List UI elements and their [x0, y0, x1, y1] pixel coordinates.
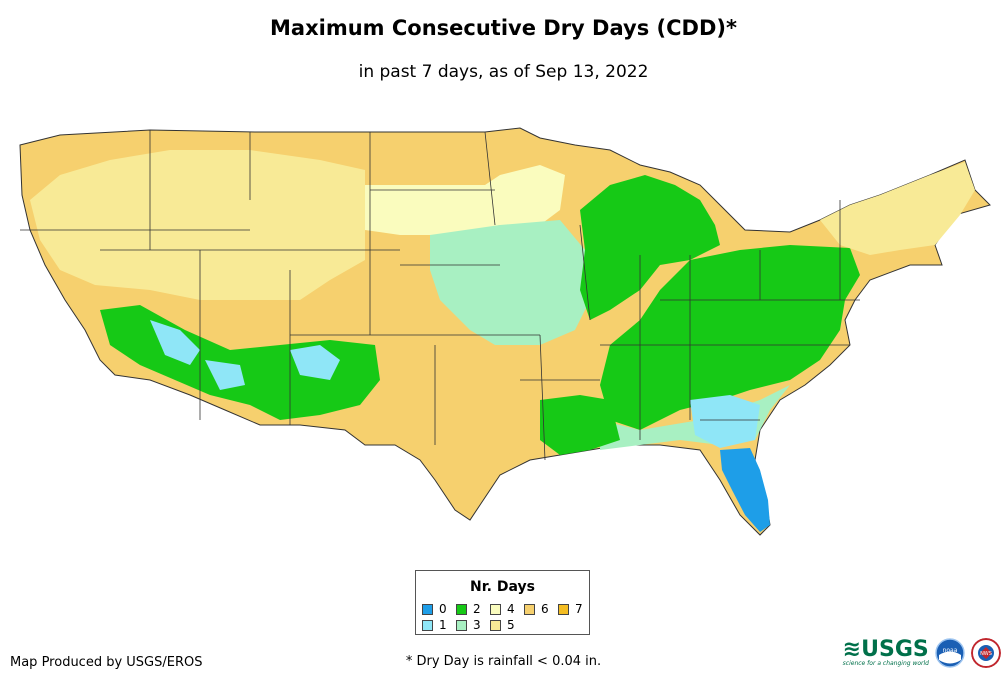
region-texas-6day — [390, 345, 545, 500]
svg-text:noaa: noaa — [943, 647, 958, 654]
legend-swatch-7 — [558, 603, 569, 615]
legend-label-3: 3 — [473, 618, 481, 632]
usgs-logo: ≋USGS science for a changing world — [842, 637, 929, 667]
svg-text:NWS: NWS — [980, 651, 992, 657]
map-title: Maximum Consecutive Dry Days (CDD)* — [270, 16, 737, 40]
legend-item-2: 2 — [456, 602, 481, 616]
region-east-green — [600, 245, 860, 430]
legend-label-7: 7 — [575, 602, 583, 616]
footnote-text: * Dry Day is rainfall < 0.04 in. — [405, 654, 602, 669]
nws-logo: NWS — [971, 638, 1001, 668]
legend: Nr. Days 0 1 2 3 4 5 6 7 — [415, 570, 590, 635]
legend-label-0: 0 — [439, 602, 447, 616]
legend-label-6: 6 — [541, 602, 549, 616]
credit-text: Map Produced by USGS/EROS — [10, 655, 203, 670]
legend-item-6: 6 — [524, 602, 549, 616]
legend-label-5: 5 — [507, 618, 515, 632]
legend-item-5: 5 — [490, 618, 515, 632]
region-north-plains-pale — [365, 165, 565, 235]
agency-logos: ≋USGS science for a changing world noaa … — [843, 638, 1001, 668]
region-florida-0day — [720, 448, 770, 532]
legend-swatch-4 — [490, 603, 501, 615]
region-central-plains-3 — [430, 220, 590, 345]
legend-swatch-2 — [456, 603, 467, 615]
legend-swatch-1 — [422, 619, 433, 631]
legend-title: Nr. Days — [470, 579, 535, 595]
legend-swatch-6 — [524, 603, 535, 615]
region-west-yellow — [30, 150, 365, 300]
legend-swatch-3 — [456, 619, 467, 631]
legend-label-4: 4 — [507, 602, 515, 616]
region-gulf-coast-green — [540, 395, 620, 455]
legend-item-3: 3 — [456, 618, 481, 632]
legend-label-1: 1 — [439, 618, 447, 632]
legend-item-1: 1 — [422, 618, 447, 632]
region-southwest-1day — [150, 320, 340, 390]
region-georgia-1day — [690, 395, 760, 448]
legend-item-0: 0 — [422, 602, 447, 616]
noaa-logo: noaa — [935, 638, 965, 668]
state-boundaries — [20, 130, 860, 461]
legend-swatch-0 — [422, 603, 433, 615]
legend-item-4: 4 — [490, 602, 515, 616]
legend-label-2: 2 — [473, 602, 481, 616]
map-subtitle: in past 7 days, as of Sep 13, 2022 — [358, 62, 649, 82]
legend-swatch-5 — [490, 619, 501, 631]
legend-item-7: 7 — [558, 602, 583, 616]
region-upper-midwest-green — [580, 175, 720, 320]
region-northeast-yellow — [820, 162, 975, 255]
